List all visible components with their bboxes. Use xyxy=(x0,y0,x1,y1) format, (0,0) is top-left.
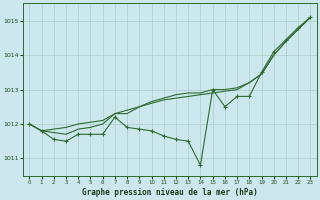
X-axis label: Graphe pression niveau de la mer (hPa): Graphe pression niveau de la mer (hPa) xyxy=(82,188,258,197)
